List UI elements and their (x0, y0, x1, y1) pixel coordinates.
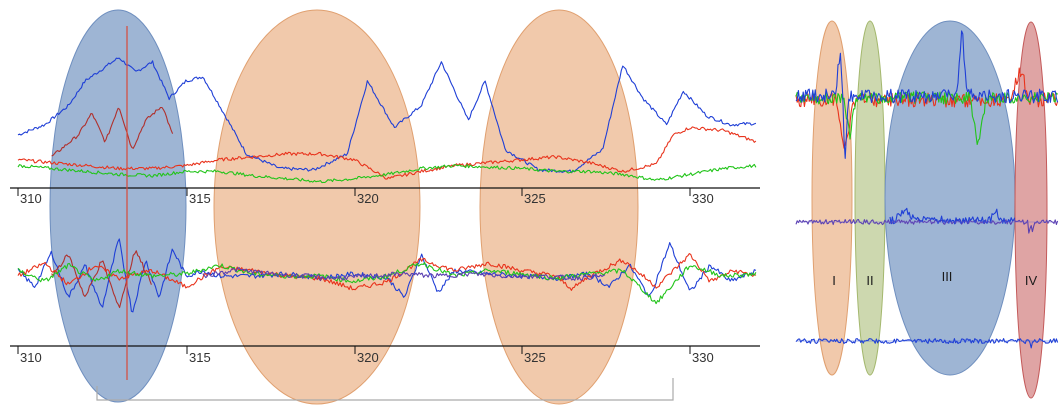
right-series-blue (795, 30, 1059, 159)
x-tick-label: 320 (357, 191, 379, 206)
region-orange-1 (213, 9, 421, 405)
right-series-red (795, 67, 1059, 149)
series-line-left-top-blue (17, 57, 757, 174)
x-tick-label: 315 (189, 350, 211, 365)
series-line-left-bottom-green (17, 262, 757, 305)
x-tick-label: 315 (189, 191, 211, 206)
series-line-left-top-green (17, 163, 757, 184)
region-label-IV: IV (1025, 273, 1038, 288)
x-tick-label: 330 (692, 191, 714, 206)
x-tick-label: 325 (524, 191, 546, 206)
x-tick-label: 310 (20, 191, 42, 206)
series-line-left-bottom-darkred (51, 250, 152, 309)
region-I (811, 20, 853, 376)
region-II (854, 20, 886, 376)
series-line-left-bottom-purple (202, 267, 606, 281)
signal-traces (17, 30, 1059, 349)
series-line-left-top-darkred (51, 106, 174, 157)
x-tick-label: 325 (524, 350, 546, 365)
region-label-III: III (942, 269, 953, 284)
series-line-left-top-red (17, 126, 757, 180)
region-label-II: II (866, 273, 873, 288)
region-III (884, 20, 1016, 376)
region-label-I: I (832, 273, 836, 288)
region-orange-2 (479, 9, 639, 405)
region-blue-left (49, 9, 187, 403)
x-tick-label: 320 (357, 350, 379, 365)
axes: 310 315 320 325 330 310 315 320 325 330 (10, 187, 760, 365)
highlight-regions (49, 9, 1048, 405)
x-tick-label: 310 (20, 350, 42, 365)
right-series-blue-mid (889, 207, 1016, 225)
region-IV (1014, 21, 1048, 399)
x-tick-label: 330 (692, 350, 714, 365)
bracket (96, 378, 674, 401)
